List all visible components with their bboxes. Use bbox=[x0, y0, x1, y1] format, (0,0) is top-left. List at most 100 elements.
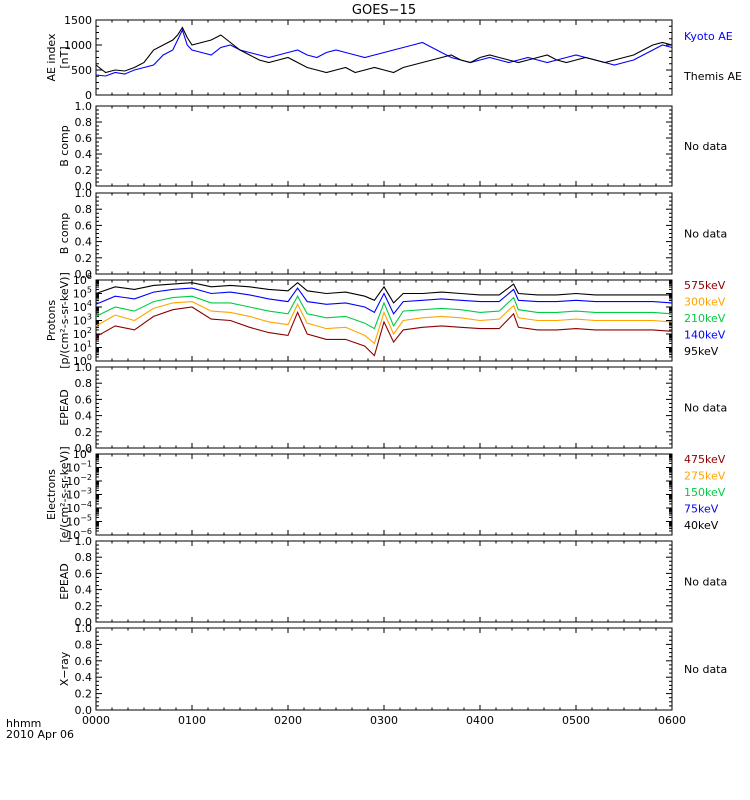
y-tick-label: 10−3 bbox=[66, 487, 92, 502]
panel-group: 0 500 1000 1500 AE index [nT] Kyoto AE Themis A… bbox=[45, 14, 742, 717]
y-tick-label: 0.6 bbox=[75, 219, 93, 232]
panel-frame bbox=[95, 453, 673, 536]
series-line-575kev bbox=[95, 306, 673, 357]
x-tick-label: 0000 bbox=[82, 714, 110, 727]
panel-status-label: No data bbox=[684, 402, 727, 415]
legend-entry: 210keV bbox=[684, 312, 726, 325]
y-tick-label: 0.2 bbox=[75, 426, 93, 439]
y-tick-label: 10−4 bbox=[66, 500, 92, 515]
panel-frame bbox=[95, 279, 673, 362]
y-tick-label: 0.6 bbox=[75, 132, 93, 145]
y-tick-label: 0.0 bbox=[75, 704, 93, 717]
y-axis-label: AE index bbox=[45, 33, 58, 82]
panel-status-label: No data bbox=[684, 228, 727, 241]
panel-status-label: No data bbox=[684, 576, 727, 589]
x-tick-label: 0400 bbox=[466, 714, 494, 727]
y-tick-label: 1.0 bbox=[75, 361, 93, 374]
panel-frame bbox=[95, 366, 673, 449]
y-tick-label: 0.0 bbox=[75, 268, 93, 281]
y-tick-label: 0.6 bbox=[75, 393, 93, 406]
series-line-140kev bbox=[95, 287, 673, 315]
y-axis-label: [e/(cm²-s-sr-keV)] bbox=[58, 446, 71, 542]
y-tick-label: 0.8 bbox=[75, 638, 93, 651]
legend-entry: 575keV bbox=[684, 279, 726, 292]
y-axis-label: Protons bbox=[45, 300, 58, 341]
y-axis-label: [p/(cm²-s-sr-keV)] bbox=[58, 272, 71, 369]
x-axis-date-label: 2010 Apr 06 bbox=[6, 728, 74, 741]
y-tick-label: 0.4 bbox=[75, 671, 93, 684]
y-tick-label: 10−1 bbox=[66, 460, 92, 475]
panel-status-label: No data bbox=[684, 663, 727, 676]
x-tick-label: 0300 bbox=[370, 714, 398, 727]
y-tick-label: 0.6 bbox=[75, 655, 93, 668]
y-tick-label: 100 bbox=[73, 353, 92, 368]
y-axis-label: Electrons bbox=[45, 469, 58, 520]
legend-entry: 140keV bbox=[684, 329, 726, 342]
y-axis-label: B comp bbox=[58, 125, 71, 167]
x-axis: 0000 0100 0200 0300 0400 0500 0600 bbox=[82, 714, 686, 727]
legend-entry: 40keV bbox=[684, 519, 719, 532]
y-tick-label: 0.2 bbox=[75, 164, 93, 177]
y-tick-label: 0.4 bbox=[75, 148, 93, 161]
y-tick-label: 10−6 bbox=[66, 527, 92, 542]
x-axis-unit-label: hhmm bbox=[6, 717, 41, 730]
series-line-themis-ae bbox=[95, 26, 673, 74]
y-tick-label: 101 bbox=[73, 340, 92, 355]
y-axis-label: EPEAD bbox=[58, 563, 71, 600]
y-tick-label: 1.0 bbox=[75, 535, 93, 548]
y-tick-label: 500 bbox=[71, 64, 92, 77]
legend-entry: 150keV bbox=[684, 486, 726, 499]
panel-xray: 0.0 0.2 0.4 0.6 0.8 1.0 X−ray No data bbox=[58, 622, 727, 717]
y-tick-label: 0.8 bbox=[75, 116, 93, 129]
x-tick-label: 0100 bbox=[178, 714, 206, 727]
y-tick-label: 0.0 bbox=[75, 442, 93, 455]
chart-title: GOES−15 bbox=[352, 3, 416, 18]
y-tick-label: 0.8 bbox=[75, 377, 93, 390]
y-axis-label: B comp bbox=[58, 213, 71, 255]
y-tick-label: 105 bbox=[73, 286, 92, 301]
legend-entry: 300keV bbox=[684, 296, 726, 309]
y-tick-label: 102 bbox=[73, 326, 92, 341]
y-axis-label: X−ray bbox=[58, 651, 71, 686]
panel-bcomp1: 0.0 0.2 0.4 0.6 0.8 1.0 B comp No data bbox=[58, 100, 727, 193]
y-tick-label: 0.0 bbox=[75, 180, 93, 193]
y-tick-label: 10−5 bbox=[66, 514, 92, 529]
legend-entry: Kyoto AE bbox=[684, 30, 733, 43]
panel-frame bbox=[95, 627, 673, 711]
y-tick-label: 1000 bbox=[64, 39, 92, 52]
y-tick-label: 0.4 bbox=[75, 410, 93, 423]
y-tick-label: 103 bbox=[73, 313, 92, 328]
panel-epead1: 0.0 0.2 0.4 0.6 0.8 1.0 EPEAD No data bbox=[58, 361, 727, 455]
x-tick-label: 0200 bbox=[274, 714, 302, 727]
y-tick-label: 1.0 bbox=[75, 100, 93, 113]
series-line-210kev bbox=[95, 295, 673, 330]
legend-entry: Themis AE bbox=[683, 70, 742, 83]
x-tick-label: 0600 bbox=[658, 714, 686, 727]
series-line-kyoto-ae bbox=[95, 28, 673, 77]
legend-entry: 95keV bbox=[684, 345, 719, 358]
panel-bcomp2: 0.0 0.2 0.4 0.6 0.8 1.0 B comp No data bbox=[58, 187, 727, 281]
series-line-300kev bbox=[95, 301, 673, 345]
y-tick-label: 104 bbox=[73, 299, 92, 314]
y-tick-label: 106 bbox=[73, 272, 92, 287]
y-tick-label: 0.4 bbox=[75, 236, 93, 249]
legend-entry: 75keV bbox=[684, 503, 719, 516]
y-tick-label: 0.2 bbox=[75, 252, 93, 265]
y-tick-label: 0.6 bbox=[75, 567, 93, 580]
panel-frame bbox=[95, 192, 673, 275]
y-tick-label: 1.0 bbox=[75, 622, 93, 635]
y-tick-label: 0.8 bbox=[75, 551, 93, 564]
legend-entry: 475keV bbox=[684, 453, 726, 466]
y-tick-label: 0.4 bbox=[75, 584, 93, 597]
y-axis-label: EPEAD bbox=[58, 389, 71, 426]
y-tick-label: 1500 bbox=[64, 14, 92, 27]
panel-frame bbox=[95, 105, 673, 187]
legend-entry: 275keV bbox=[684, 470, 726, 483]
y-tick-label: 0.2 bbox=[75, 688, 93, 701]
panel-frame bbox=[95, 540, 673, 623]
y-tick-label: 0.0 bbox=[75, 616, 93, 629]
panel-epead2: 0.0 0.2 0.4 0.6 0.8 1.0 EPEAD No data bbox=[58, 535, 727, 629]
